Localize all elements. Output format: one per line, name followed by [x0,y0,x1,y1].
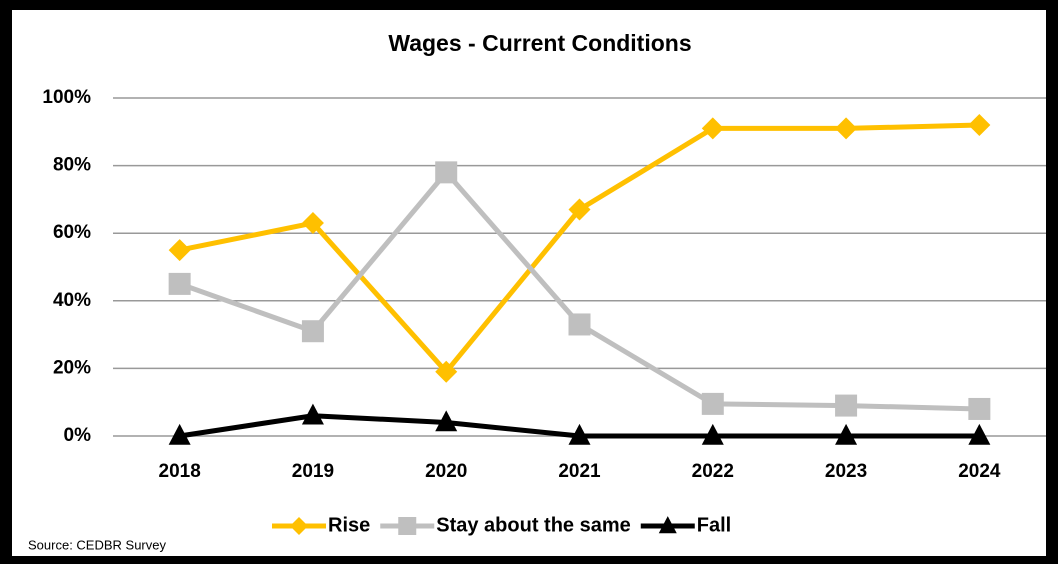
source-note: Source: CEDBR Survey [28,537,166,552]
marker [398,517,417,535]
marker [435,410,458,432]
marker [290,517,308,535]
y-tick-label: 0% [64,425,92,446]
marker [168,239,191,262]
y-tick-label: 80% [53,155,91,176]
y-tick-label: 20% [53,357,91,378]
legend-label: Fall [697,514,731,536]
marker [435,360,458,383]
x-tick-label: 2018 [159,461,201,482]
marker [701,392,724,415]
x-tick-label: 2023 [825,461,867,482]
marker [701,117,724,140]
marker [568,313,591,336]
x-tick-label: 2024 [958,461,1001,482]
marker [658,516,677,534]
legend-label: Stay about the same [436,514,631,536]
y-tick-label: 60% [53,222,91,243]
marker [301,212,324,235]
marker [301,403,324,425]
marker [301,320,324,343]
legend-label: Rise [328,514,370,536]
marker [168,272,191,295]
marker [568,423,591,445]
x-tick-label: 2019 [292,461,334,482]
marker [835,394,858,417]
y-tick-label: 100% [42,87,91,108]
chart-title: Wages - Current Conditions [388,30,691,56]
x-tick-label: 2021 [558,461,601,482]
x-tick-label: 2020 [425,461,467,482]
x-tick-label: 2022 [692,461,734,482]
marker [435,161,458,184]
marker [835,117,858,140]
marker [968,423,991,445]
marker [701,423,724,445]
y-tick-label: 40% [53,290,91,311]
marker [968,114,991,137]
marker [835,423,858,445]
marker [968,397,991,420]
marker [168,423,191,445]
marker [568,198,591,221]
